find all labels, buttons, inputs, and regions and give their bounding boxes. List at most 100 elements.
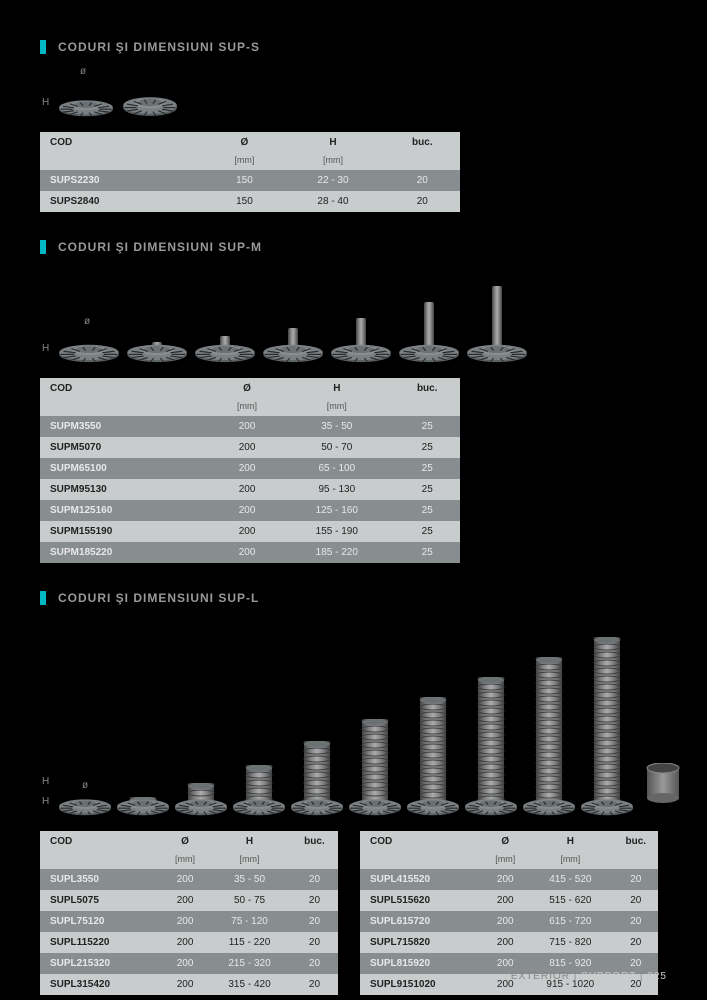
unit-h: [mm] xyxy=(208,852,291,869)
product-pedestal xyxy=(58,795,112,817)
cell-h: 215 - 320 xyxy=(208,953,291,974)
unit-h: [mm] xyxy=(281,153,384,170)
table-row: SUPL3550 200 35 - 50 20 xyxy=(40,869,338,890)
cell-buc: 25 xyxy=(394,479,460,500)
col-h: H xyxy=(208,831,291,852)
cell-h: 185 - 220 xyxy=(279,542,394,563)
dim-label-height: H xyxy=(42,343,49,354)
section-marker-icon xyxy=(40,40,46,54)
product-row-m: ø H xyxy=(40,268,667,364)
cell-buc: 20 xyxy=(385,191,460,212)
col-buc: buc. xyxy=(614,831,658,852)
section-sup-m: CODURI ŞI DIMENSIUNI SUP-M ø H xyxy=(40,240,667,563)
cell-diam: 200 xyxy=(215,437,279,458)
col-buc: buc. xyxy=(394,378,460,399)
unit-cod xyxy=(40,852,162,869)
cell-buc: 20 xyxy=(291,869,338,890)
table-row: SUPL515620 200 515 - 620 20 xyxy=(360,890,658,911)
table-sup-s: COD Ø H buc. [mm] [mm] SUPS2230 150 22 -… xyxy=(40,132,460,212)
table-row: SUPM95130 200 95 - 130 25 xyxy=(40,479,460,500)
col-h: H xyxy=(281,132,384,153)
table-row: SUPL215320 200 215 - 320 20 xyxy=(40,953,338,974)
table-row: SUPL315420 200 315 - 420 20 xyxy=(40,974,338,995)
footer-sep: | xyxy=(574,971,578,982)
section-marker-icon xyxy=(40,591,46,605)
cell-buc: 20 xyxy=(614,932,658,953)
product-pedestal xyxy=(580,637,634,817)
cell-diam: 200 xyxy=(162,932,208,953)
section-header: CODURI ŞI DIMENSIUNI SUP-L xyxy=(40,591,667,605)
table-row: SUPL615720 200 615 - 720 20 xyxy=(360,911,658,932)
cell-diam: 200 xyxy=(484,932,527,953)
table-row: SUPM155190 200 155 - 190 25 xyxy=(40,521,460,542)
cell-buc: 20 xyxy=(614,911,658,932)
product-pedestal xyxy=(126,342,188,364)
cell-diam: 200 xyxy=(162,890,208,911)
cell-code: SUPL115220 xyxy=(40,932,162,953)
col-buc: buc. xyxy=(291,831,338,852)
dim-label-diameter: ø xyxy=(80,66,86,77)
cell-diam: 200 xyxy=(215,458,279,479)
cell-h: 50 - 70 xyxy=(279,437,394,458)
unit-cod xyxy=(40,399,215,416)
cell-diam: 200 xyxy=(215,500,279,521)
cell-buc: 25 xyxy=(394,500,460,521)
section-marker-icon xyxy=(40,240,46,254)
cell-h: 35 - 50 xyxy=(279,416,394,437)
cell-diam: 200 xyxy=(215,521,279,542)
product-pedestal xyxy=(464,677,518,817)
cell-code: SUPL815920 xyxy=(360,953,484,974)
unit-buc xyxy=(291,852,338,869)
col-diam: Ø xyxy=(215,378,279,399)
product-pedestal xyxy=(348,719,402,817)
unit-h: [mm] xyxy=(279,399,394,416)
footer-exterior: EXTERIOR xyxy=(511,971,570,982)
cell-diam: 200 xyxy=(215,416,279,437)
cell-buc: 20 xyxy=(291,932,338,953)
cell-code: SUPL75120 xyxy=(40,911,162,932)
footer-sep: | xyxy=(640,971,644,982)
col-diam: Ø xyxy=(484,831,527,852)
cell-code: SUPL415520 xyxy=(360,869,484,890)
cell-code: SUPL3550 xyxy=(40,869,162,890)
table-row: SUPL75120 200 75 - 120 20 xyxy=(40,911,338,932)
table-row: SUPL5075 200 50 - 75 20 xyxy=(40,890,338,911)
unit-diam: [mm] xyxy=(215,399,279,416)
cell-diam: 200 xyxy=(215,542,279,563)
cell-diam: 200 xyxy=(215,479,279,500)
cell-code: SUPM185220 xyxy=(40,542,215,563)
unit-buc xyxy=(385,153,460,170)
cell-h: 415 - 520 xyxy=(527,869,614,890)
product-pedestal xyxy=(262,328,324,364)
dim-label-height-right: H xyxy=(42,776,681,787)
unit-buc xyxy=(614,852,658,869)
cell-code: SUPL615720 xyxy=(360,911,484,932)
cell-diam: 200 xyxy=(162,974,208,995)
cell-code: SUPL9151020 xyxy=(360,974,484,995)
cell-diam: 200 xyxy=(484,869,527,890)
cell-h: 615 - 720 xyxy=(527,911,614,932)
unit-buc xyxy=(394,399,460,416)
table-row: SUPL715820 200 715 - 820 20 xyxy=(360,932,658,953)
cell-code: SUPL215320 xyxy=(40,953,162,974)
cell-code: SUPM5070 xyxy=(40,437,215,458)
cell-h: 315 - 420 xyxy=(208,974,291,995)
cell-buc: 20 xyxy=(291,953,338,974)
cell-diam: 200 xyxy=(162,911,208,932)
col-diam: Ø xyxy=(162,831,208,852)
section-header: CODURI ŞI DIMENSIUNI SUP-M xyxy=(40,240,667,254)
cell-h: 65 - 100 xyxy=(279,458,394,479)
cell-h: 75 - 120 xyxy=(208,911,291,932)
col-cod: COD xyxy=(360,831,484,852)
cell-buc: 25 xyxy=(394,521,460,542)
cell-code: SUPS2230 xyxy=(40,170,207,191)
footer-page: 325 xyxy=(647,971,667,982)
col-h: H xyxy=(279,378,394,399)
col-diam: Ø xyxy=(207,132,281,153)
product-pedestal xyxy=(122,92,178,118)
table-row: SUPM185220 200 185 - 220 25 xyxy=(40,542,460,563)
product-pedestal xyxy=(174,783,228,817)
cell-code: SUPM125160 xyxy=(40,500,215,521)
cell-code: SUPL5075 xyxy=(40,890,162,911)
product-pedestal xyxy=(116,797,170,817)
